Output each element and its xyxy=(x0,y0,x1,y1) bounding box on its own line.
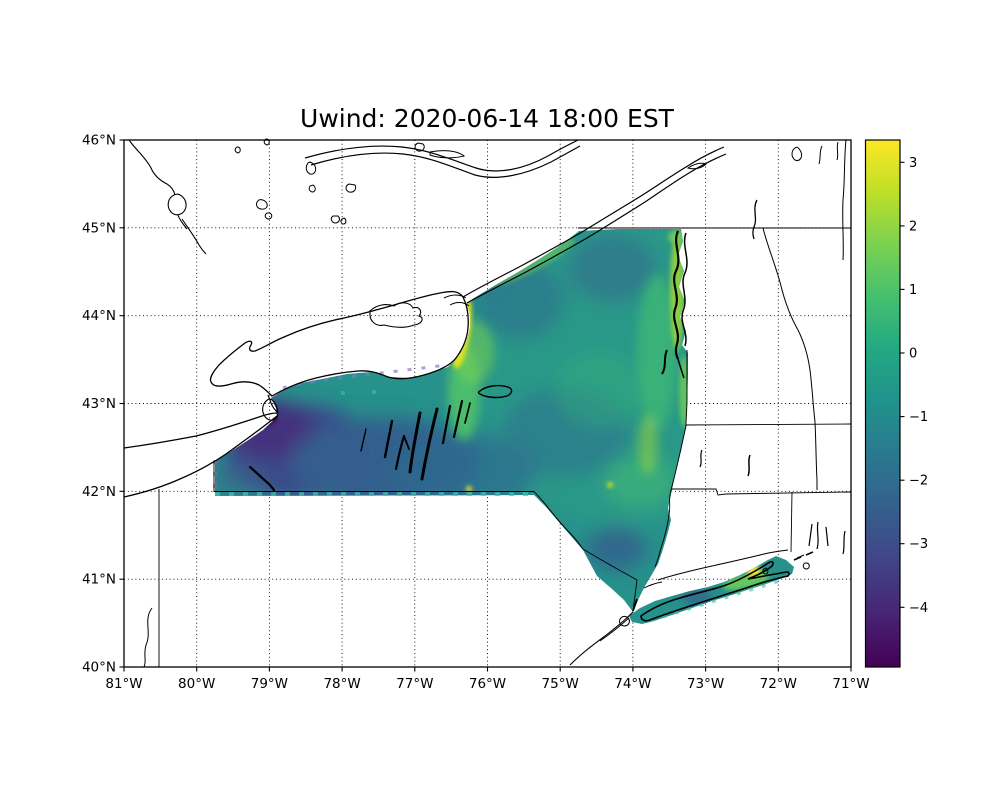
x-tick-80w: 80°W xyxy=(178,676,215,692)
state-borders xyxy=(143,139,852,668)
heatmap-edge-fringe xyxy=(213,363,781,623)
axis-tick-marks xyxy=(119,139,852,672)
colorbar-gradient xyxy=(864,139,901,668)
y-tick-41n: 41°N xyxy=(82,572,116,588)
x-tick-78w: 78°W xyxy=(323,676,360,692)
x-tick-79w: 79°W xyxy=(251,676,288,692)
x-tick-77w: 77°W xyxy=(396,676,433,692)
y-tick-43n: 43°N xyxy=(82,396,116,412)
x-tick-81w: 81°W xyxy=(105,676,142,692)
colorbar: 3 2 1 0 −1 −2 −3 −4 xyxy=(864,139,928,668)
coastlines xyxy=(123,138,846,666)
x-tick-75w: 75°W xyxy=(542,676,579,692)
cb-tick-1: 1 xyxy=(909,283,917,298)
x-tick-76w: 76°W xyxy=(469,676,506,692)
y-tick-40n: 40°N xyxy=(82,660,116,676)
x-tick-71w: 71°W xyxy=(832,676,869,692)
y-tick-42n: 42°N xyxy=(82,484,116,500)
y-tick-45n: 45°N xyxy=(82,220,116,236)
cb-tick-neg2: −2 xyxy=(909,474,928,489)
cb-tick-2: 2 xyxy=(909,219,917,234)
chart-title: Uwind: 2020-06-14 18:00 EST xyxy=(300,104,675,133)
x-tick-72w: 72°W xyxy=(760,676,797,692)
cb-tick-3: 3 xyxy=(909,156,917,171)
cb-tick-neg4: −4 xyxy=(909,601,928,616)
colorbar-tick-marks xyxy=(900,161,905,608)
y-tick-44n: 44°N xyxy=(82,308,116,324)
x-axis-labels: 81°W 80°W 79°W 78°W 77°W 76°W 75°W 74°W … xyxy=(105,676,869,692)
cb-tick-neg1: −1 xyxy=(909,410,928,425)
y-axis-labels: 46°N 45°N 44°N 43°N 42°N 41°N 40°N xyxy=(82,133,116,676)
x-tick-73w: 73°W xyxy=(687,676,724,692)
colorbar-labels: 3 2 1 0 −1 −2 −3 −4 xyxy=(909,156,928,616)
cb-tick-neg3: −3 xyxy=(909,537,928,552)
x-tick-74w: 74°W xyxy=(614,676,651,692)
cb-tick-0: 0 xyxy=(909,347,917,362)
y-tick-46n: 46°N xyxy=(82,133,116,149)
finger-lakes xyxy=(248,399,471,492)
